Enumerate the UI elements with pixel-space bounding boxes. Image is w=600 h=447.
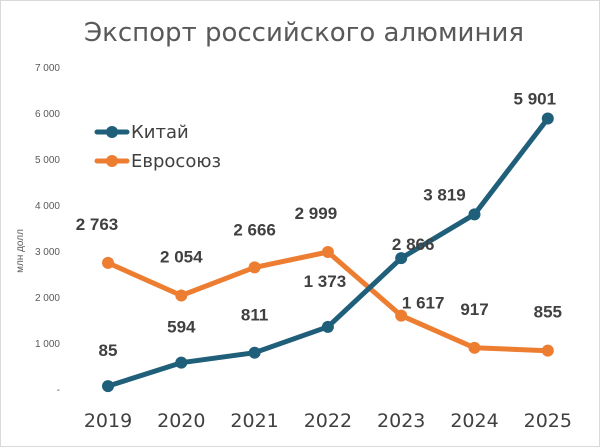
y-tick-label: 3 000 [35,247,60,258]
y-tick-label: - [57,385,60,396]
data-label-china: 5 901 [514,90,557,109]
y-tick-label: 6 000 [35,109,60,120]
legend-swatch-marker [106,155,118,167]
data-label-eu: 917 [460,300,488,319]
data-point-eu [102,256,114,269]
x-tick-label: 2022 [304,410,352,432]
data-point-eu [541,344,554,357]
data-label-china: 2 866 [392,235,435,254]
x-tick-label: 2025 [524,410,572,432]
y-tick-label: 2 000 [35,293,60,304]
y-tick-label: 1 000 [35,339,60,350]
data-point-eu [321,246,334,259]
legend-label: Евросоюз [131,151,221,172]
data-label-china: 1 373 [304,272,347,291]
data-label-eu: 2 763 [76,215,119,234]
legend-swatch-marker [106,126,118,138]
data-label-eu: 2 999 [295,204,338,223]
data-point-eu [395,309,408,322]
data-label-eu: 1 617 [402,294,445,313]
data-label-china: 3 819 [423,185,466,204]
legend-label: Китай [131,122,189,143]
chart-title: Экспорт российского алюминия [84,18,524,48]
data-point-eu [468,341,481,354]
y-tick-label: 5 000 [35,155,60,166]
data-point-china [321,320,334,333]
data-point-china [395,252,408,265]
data-label-china: 85 [99,341,118,360]
data-labels: 85 594 811 1 373 2 866 3 819 5 901 2 763 2 054 2 … [76,90,562,361]
data-point-china [468,208,481,221]
legend-item-china: Китай [94,122,189,143]
y-tick-label: 7 000 [35,63,60,74]
x-tick-label: 2019 [84,410,132,432]
x-tick-label: 2020 [157,410,205,432]
legend-item-eu: Евросоюз [94,151,221,172]
data-label-china: 594 [167,318,196,337]
data-label-china: 811 [241,306,268,325]
x-axis-ticks: 2019 2020 2021 2022 2023 2024 2025 [84,410,572,432]
x-tick-label: 2021 [230,410,278,432]
data-point-china [175,356,188,369]
data-point-china [102,380,114,393]
data-point-china [541,112,554,125]
data-label-eu: 855 [534,303,562,322]
x-tick-label: 2024 [450,410,498,432]
series-points [102,112,554,393]
data-label-eu: 2 666 [233,220,276,239]
y-axis-ticks: - 1 000 2 000 3 000 4 000 5 000 6 000 7 000 [35,63,60,396]
y-tick-label: 4 000 [35,201,60,212]
legend: Китай Евросоюз [94,122,221,172]
data-point-china [248,346,261,359]
data-point-eu [175,289,188,302]
data-point-eu [248,261,261,274]
y-axis-label: млн долл [15,229,26,273]
data-label-eu: 2 054 [160,248,203,267]
x-tick-label: 2023 [377,410,425,432]
